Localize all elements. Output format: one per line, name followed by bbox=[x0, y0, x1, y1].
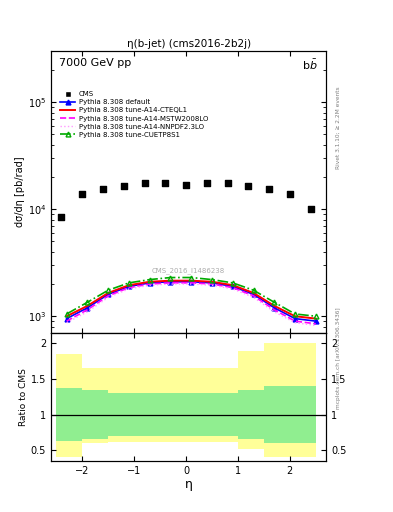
Pythia 8.308 tune-A14-NNPDF2.3LO bbox=[314, 323, 318, 329]
CMS bbox=[100, 185, 106, 193]
Pythia 8.308 tune-A14-CTEQL1 bbox=[209, 279, 214, 285]
Pythia 8.308 tune-A14-MSTW2008LO bbox=[293, 318, 298, 324]
Pythia 8.308 tune-A14-NNPDF2.3LO bbox=[189, 281, 194, 287]
Pythia 8.308 tune-CUETP8S1 bbox=[85, 299, 90, 305]
Pythia 8.308 tune-A14-NNPDF2.3LO bbox=[64, 319, 69, 326]
Pythia 8.308 default bbox=[64, 315, 69, 322]
Pythia 8.308 tune-CUETP8S1 bbox=[272, 299, 277, 305]
Pythia 8.308 tune-A14-NNPDF2.3LO bbox=[272, 309, 277, 315]
Pythia 8.308 tune-A14-NNPDF2.3LO bbox=[293, 319, 298, 326]
Pythia 8.308 tune-A14-MSTW2008LO bbox=[314, 321, 318, 327]
X-axis label: η: η bbox=[185, 478, 193, 492]
CMS bbox=[162, 179, 169, 187]
Legend: CMS, Pythia 8.308 default, Pythia 8.308 tune-A14-CTEQL1, Pythia 8.308 tune-A14-M: CMS, Pythia 8.308 default, Pythia 8.308 … bbox=[60, 91, 208, 138]
Pythia 8.308 tune-A14-CTEQL1 bbox=[230, 282, 235, 288]
Pythia 8.308 tune-A14-CTEQL1 bbox=[168, 278, 173, 284]
CMS bbox=[245, 182, 252, 190]
Pythia 8.308 tune-A14-MSTW2008LO bbox=[251, 293, 256, 299]
Pythia 8.308 default bbox=[147, 280, 152, 286]
Pythia 8.308 tune-A14-CTEQL1 bbox=[293, 313, 298, 319]
Pythia 8.308 tune-A14-CTEQL1 bbox=[85, 303, 90, 309]
CMS bbox=[121, 182, 127, 190]
CMS bbox=[183, 181, 189, 189]
CMS bbox=[287, 189, 293, 198]
Pythia 8.308 tune-A14-NNPDF2.3LO bbox=[85, 309, 90, 315]
Pythia 8.308 tune-CUETP8S1 bbox=[106, 287, 110, 293]
Pythia 8.308 default bbox=[127, 283, 131, 289]
Pythia 8.308 tune-A14-CTEQL1 bbox=[127, 282, 131, 288]
Pythia 8.308 tune-A14-MSTW2008LO bbox=[147, 281, 152, 287]
Pythia 8.308 tune-A14-MSTW2008LO bbox=[189, 280, 194, 286]
CMS bbox=[204, 179, 210, 187]
Pythia 8.308 default bbox=[106, 291, 110, 297]
Pythia 8.308 default bbox=[189, 279, 194, 285]
Pythia 8.308 default bbox=[209, 280, 214, 286]
Line: Pythia 8.308 default: Pythia 8.308 default bbox=[64, 280, 318, 324]
Pythia 8.308 tune-A14-CTEQL1 bbox=[251, 290, 256, 296]
Line: Pythia 8.308 tune-A14-CTEQL1: Pythia 8.308 tune-A14-CTEQL1 bbox=[67, 281, 316, 318]
Pythia 8.308 tune-CUETP8S1 bbox=[168, 274, 173, 281]
Line: Pythia 8.308 tune-A14-NNPDF2.3LO: Pythia 8.308 tune-A14-NNPDF2.3LO bbox=[67, 284, 316, 326]
Pythia 8.308 default bbox=[230, 283, 235, 289]
Pythia 8.308 tune-A14-NNPDF2.3LO bbox=[209, 282, 214, 288]
Pythia 8.308 tune-A14-NNPDF2.3LO bbox=[251, 294, 256, 301]
Title: η(b-jet) (cms2016-2b2j): η(b-jet) (cms2016-2b2j) bbox=[127, 39, 251, 49]
Pythia 8.308 tune-A14-CTEQL1 bbox=[106, 290, 110, 296]
Line: Pythia 8.308 tune-A14-MSTW2008LO: Pythia 8.308 tune-A14-MSTW2008LO bbox=[67, 283, 316, 324]
Pythia 8.308 tune-A14-MSTW2008LO bbox=[168, 280, 173, 286]
Pythia 8.308 tune-CUETP8S1 bbox=[293, 311, 298, 317]
Pythia 8.308 tune-A14-NNPDF2.3LO bbox=[168, 281, 173, 287]
Pythia 8.308 tune-CUETP8S1 bbox=[251, 287, 256, 293]
Pythia 8.308 default bbox=[85, 305, 90, 311]
CMS bbox=[307, 205, 314, 214]
Pythia 8.308 tune-A14-MSTW2008LO bbox=[64, 318, 69, 324]
Pythia 8.308 tune-A14-CTEQL1 bbox=[147, 279, 152, 285]
Pythia 8.308 tune-A14-NNPDF2.3LO bbox=[106, 294, 110, 301]
Pythia 8.308 tune-CUETP8S1 bbox=[189, 274, 194, 281]
Text: 7000 GeV pp: 7000 GeV pp bbox=[59, 58, 132, 68]
Pythia 8.308 tune-A14-NNPDF2.3LO bbox=[230, 286, 235, 292]
Pythia 8.308 tune-A14-MSTW2008LO bbox=[85, 307, 90, 313]
Pythia 8.308 tune-A14-MSTW2008LO bbox=[127, 285, 131, 291]
Y-axis label: dσ/dη [pb/rad]: dσ/dη [pb/rad] bbox=[15, 157, 25, 227]
Pythia 8.308 tune-A14-CTEQL1 bbox=[314, 315, 318, 322]
Pythia 8.308 default bbox=[293, 315, 298, 322]
Pythia 8.308 tune-CUETP8S1 bbox=[64, 311, 69, 317]
Text: Rivet 3.1.10; ≥ 2.2M events: Rivet 3.1.10; ≥ 2.2M events bbox=[336, 87, 341, 169]
Pythia 8.308 tune-A14-CTEQL1 bbox=[189, 278, 194, 284]
Pythia 8.308 default bbox=[314, 318, 318, 324]
Pythia 8.308 tune-A14-NNPDF2.3LO bbox=[127, 286, 131, 292]
Y-axis label: Ratio to CMS: Ratio to CMS bbox=[19, 368, 28, 426]
CMS bbox=[58, 212, 64, 221]
CMS bbox=[266, 185, 272, 193]
CMS bbox=[224, 179, 231, 187]
Pythia 8.308 tune-A14-CTEQL1 bbox=[272, 303, 277, 309]
Pythia 8.308 default bbox=[168, 279, 173, 285]
Text: b$\bar{b}$: b$\bar{b}$ bbox=[302, 58, 318, 72]
Pythia 8.308 tune-CUETP8S1 bbox=[314, 313, 318, 319]
Pythia 8.308 tune-A14-CTEQL1 bbox=[64, 313, 69, 319]
Pythia 8.308 tune-CUETP8S1 bbox=[209, 276, 214, 283]
Pythia 8.308 tune-CUETP8S1 bbox=[230, 280, 235, 286]
Pythia 8.308 default bbox=[251, 291, 256, 297]
Pythia 8.308 tune-A14-MSTW2008LO bbox=[209, 281, 214, 287]
Line: Pythia 8.308 tune-CUETP8S1: Pythia 8.308 tune-CUETP8S1 bbox=[64, 275, 318, 318]
Text: CMS_2016_I1486238: CMS_2016_I1486238 bbox=[152, 267, 225, 274]
Pythia 8.308 tune-CUETP8S1 bbox=[147, 276, 152, 283]
Pythia 8.308 tune-CUETP8S1 bbox=[127, 280, 131, 286]
Text: mcplots.cern.ch [arXiv:1306.3436]: mcplots.cern.ch [arXiv:1306.3436] bbox=[336, 308, 341, 409]
Pythia 8.308 tune-A14-MSTW2008LO bbox=[272, 307, 277, 313]
Pythia 8.308 tune-A14-MSTW2008LO bbox=[230, 285, 235, 291]
CMS bbox=[79, 189, 85, 198]
Pythia 8.308 default bbox=[272, 305, 277, 311]
Pythia 8.308 tune-A14-NNPDF2.3LO bbox=[147, 282, 152, 288]
Pythia 8.308 tune-A14-MSTW2008LO bbox=[106, 293, 110, 299]
CMS bbox=[141, 179, 148, 187]
